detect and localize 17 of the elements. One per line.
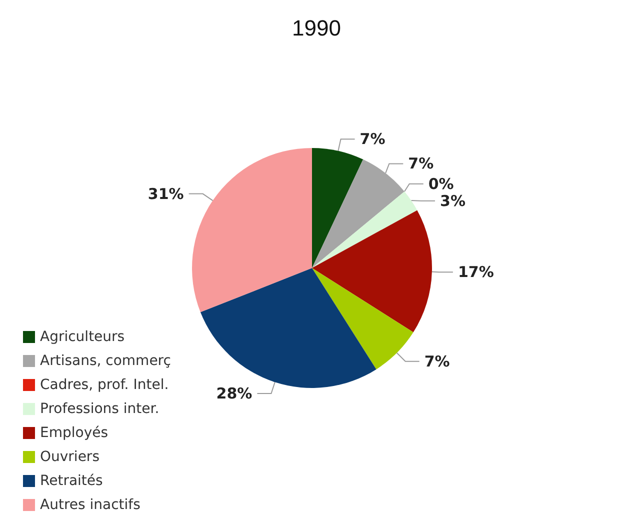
data-label: 17%	[458, 263, 494, 282]
data-label: 7%	[360, 130, 386, 148]
data-label: 7%	[408, 154, 434, 173]
legend-label: Professions inter.	[40, 401, 160, 417]
legend-label: Agriculteurs	[40, 329, 125, 345]
legend-label: Cadres, prof. Intel.	[40, 377, 169, 393]
legend-label: Ouvriers	[40, 449, 100, 465]
legend-label: Artisans, commerç	[40, 353, 171, 369]
data-label: 31%	[148, 184, 184, 203]
chart-title: 1990	[292, 16, 341, 40]
text: 0%	[428, 174, 454, 193]
data-label: 3%	[440, 192, 466, 210]
legend-label: Employés	[40, 425, 108, 441]
data-label: 28%	[216, 384, 252, 403]
legend-label: Autres inactifs	[40, 497, 140, 513]
legend-label: Retraités	[40, 473, 103, 489]
data-label: 7%	[424, 352, 450, 370]
